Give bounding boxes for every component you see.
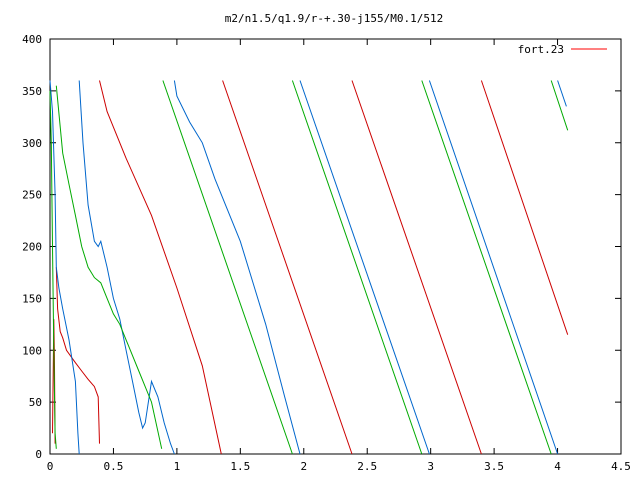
- series-line-segment: [351, 80, 482, 455]
- chart-title: m2/n1.5/q1.9/r-+.30-j155/M0.1/512: [225, 12, 444, 25]
- x-tick-label: 1.5: [230, 460, 250, 473]
- series-line-segment: [557, 80, 567, 107]
- series-line-segment: [291, 80, 423, 455]
- x-tick-label: 3: [427, 460, 434, 473]
- y-tick-label: 300: [22, 137, 42, 150]
- series-line-segment: [428, 80, 559, 455]
- series-line-segment: [49, 80, 80, 455]
- series-line-segment: [550, 80, 569, 131]
- series-line-segment: [222, 80, 353, 455]
- x-tick-label: 2: [300, 460, 307, 473]
- series-line-segment: [55, 85, 163, 449]
- x-tick-label: 0.5: [104, 460, 124, 473]
- series-line-segment: [78, 80, 175, 455]
- y-tick-label: 200: [22, 241, 42, 254]
- legend: fort.23: [518, 43, 607, 56]
- series-1: [49, 80, 567, 455]
- x-axis: 0 0.5 1 1.5 2 2.5 3 3.5 4 4.5: [47, 39, 631, 473]
- x-tick-label: 4.5: [611, 460, 631, 473]
- series-line-segment: [99, 80, 222, 455]
- series-0: [52, 80, 569, 455]
- y-tick-label: 0: [35, 448, 42, 461]
- series-line-segment: [299, 80, 430, 455]
- x-tick-label: 2.5: [357, 460, 377, 473]
- y-tick-label: 350: [22, 85, 42, 98]
- series-line-segment: [55, 267, 100, 444]
- legend-label: fort.23: [518, 43, 564, 56]
- y-tick-label: 50: [29, 396, 42, 409]
- series-line-segment: [421, 80, 552, 455]
- plot-lines: [49, 80, 569, 455]
- x-tick-label: 0: [47, 460, 54, 473]
- x-tick-label: 1: [174, 460, 181, 473]
- series-line-segment: [480, 80, 569, 335]
- series-line-segment: [49, 90, 57, 449]
- x-tick-label: 3.5: [484, 460, 504, 473]
- series-line-segment: [162, 80, 293, 455]
- x-tick-label: 4: [554, 460, 561, 473]
- y-tick-label: 400: [22, 33, 42, 46]
- series-line-segment: [173, 80, 301, 455]
- y-tick-label: 250: [22, 189, 42, 202]
- plot-frame: [49, 38, 622, 455]
- y-tick-label: 150: [22, 292, 42, 305]
- y-tick-label: 100: [22, 344, 42, 357]
- series-2: [49, 80, 569, 455]
